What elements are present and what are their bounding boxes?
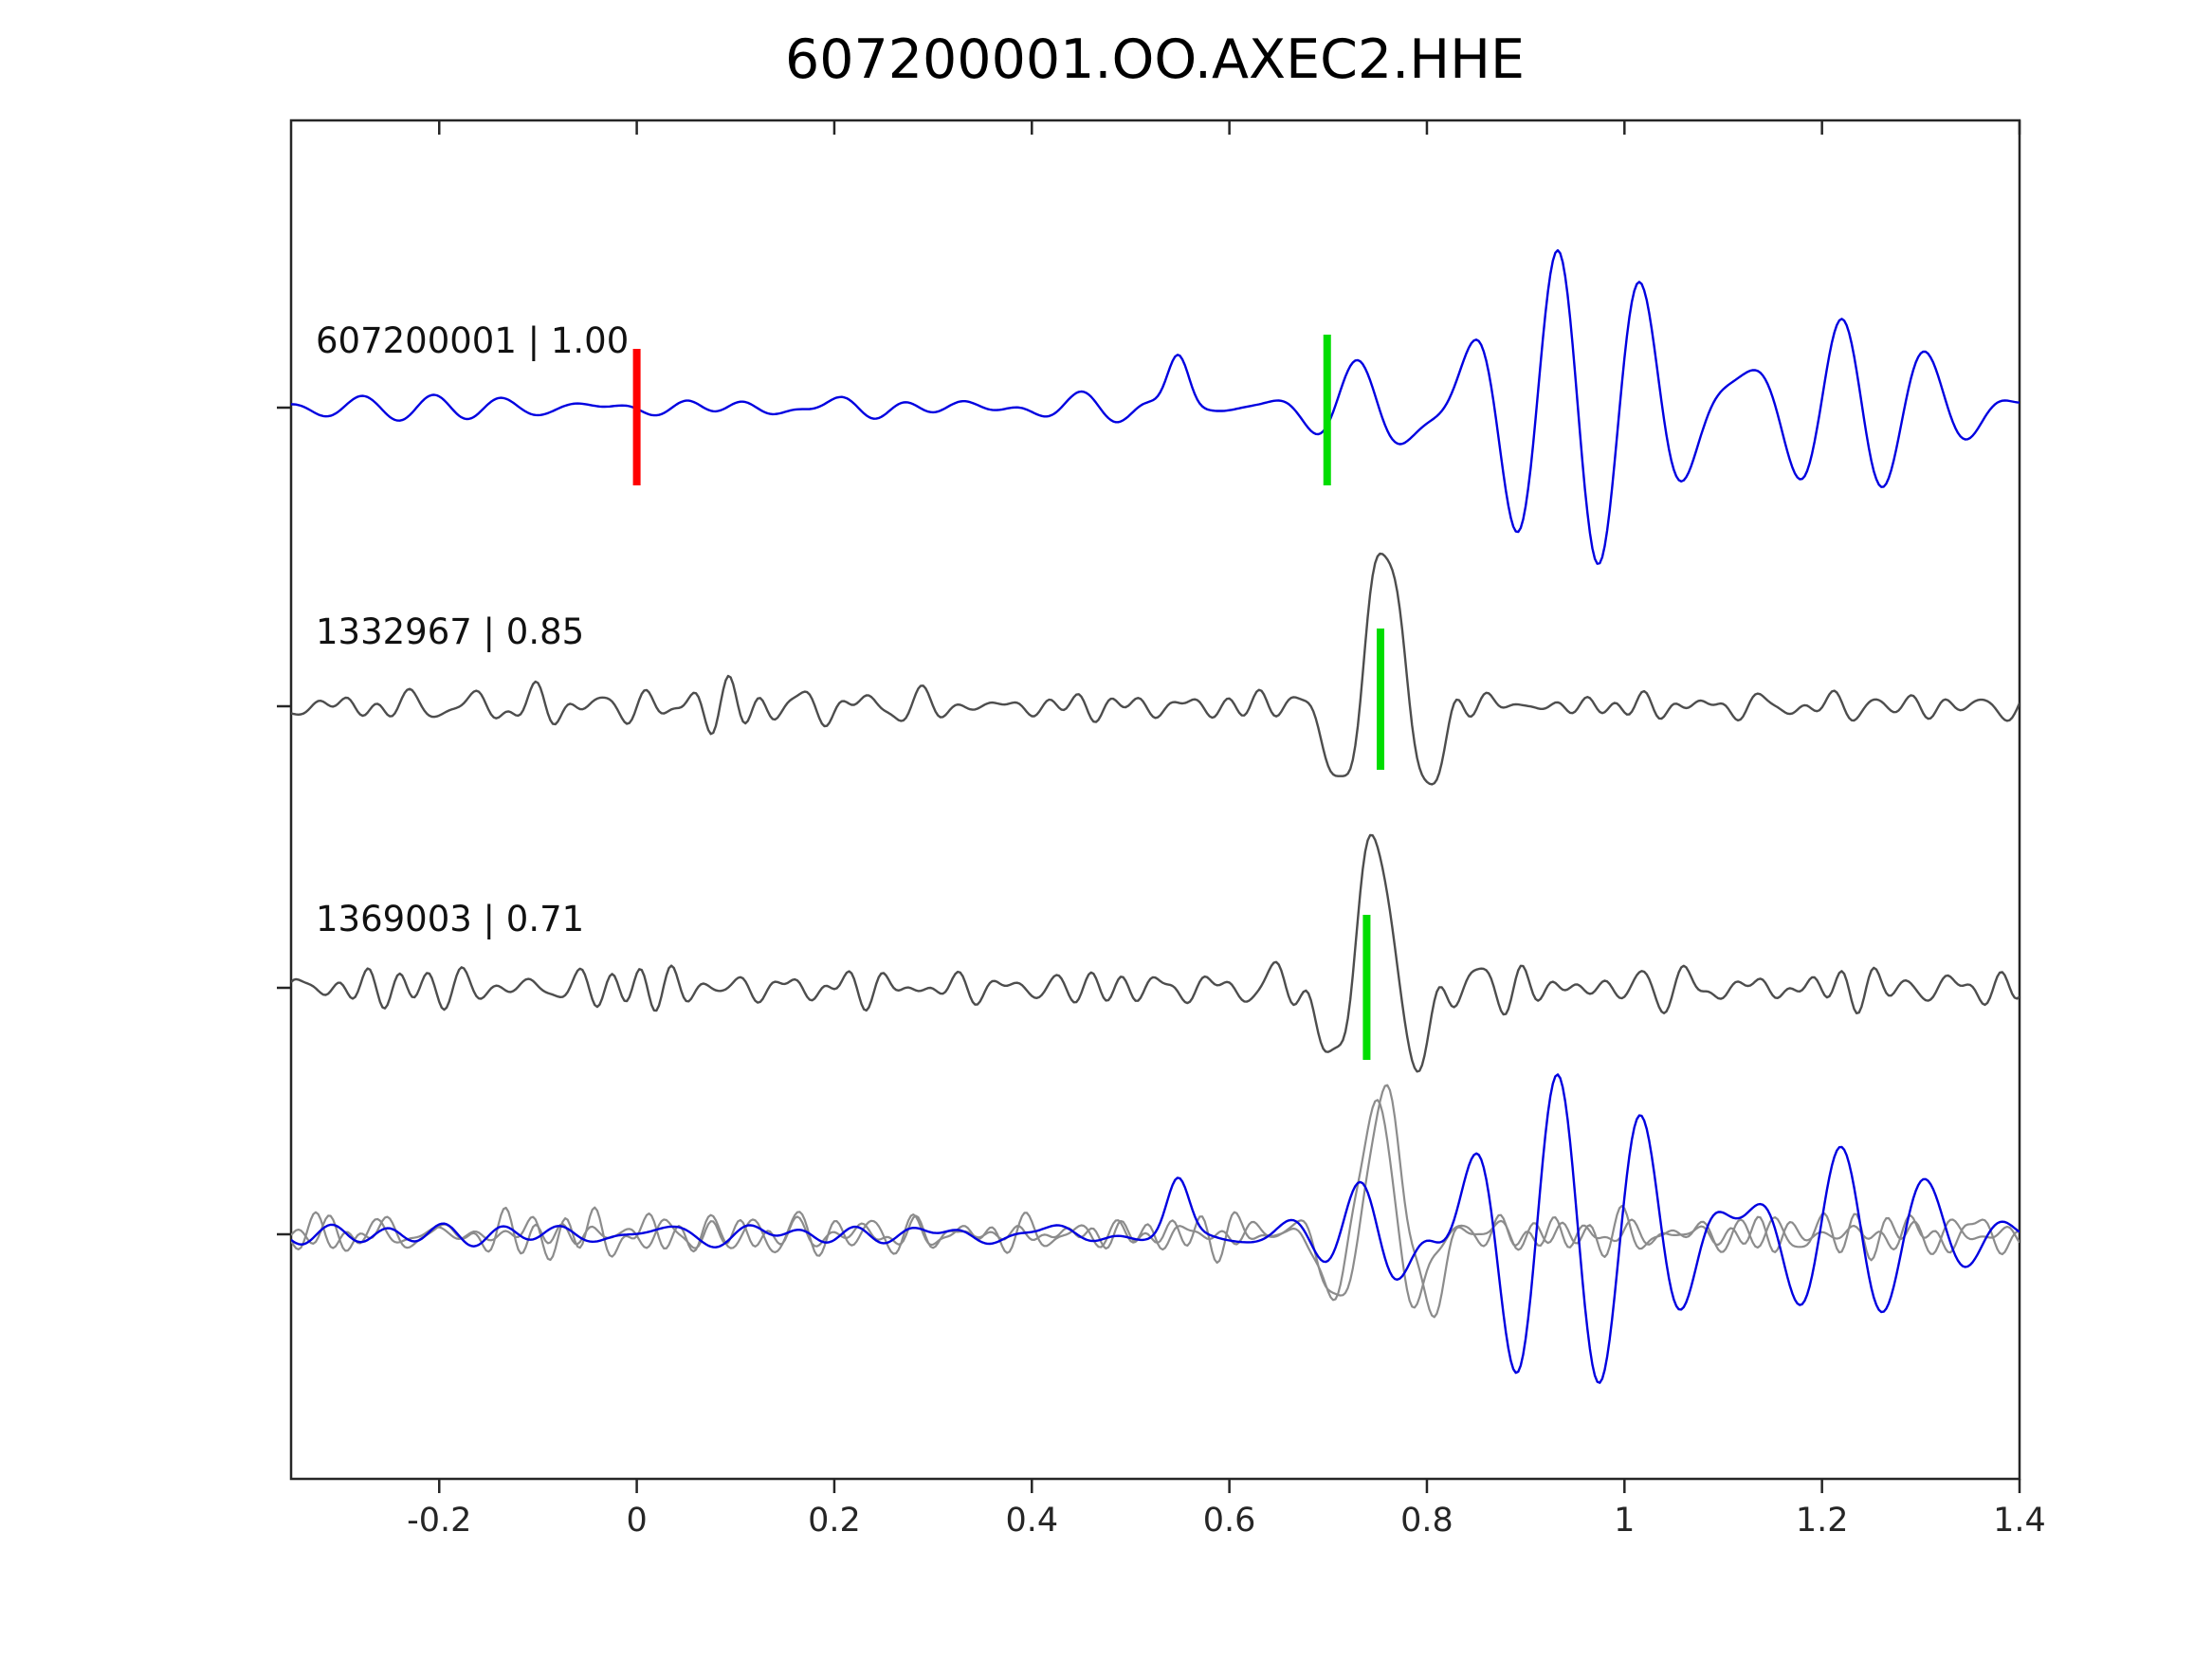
x-tick-label: 0.4 xyxy=(1005,1502,1058,1540)
plot-border xyxy=(289,118,2021,1481)
trace-label-target: 607200001 | 1.00 xyxy=(316,320,630,361)
x-tick-label: 1.4 xyxy=(1993,1502,2046,1540)
traces-group xyxy=(291,248,2020,1384)
waveform-trace-row3-0 xyxy=(291,1084,2020,1319)
waveform-trace-row2-0 xyxy=(291,833,2020,1073)
chart-title: 607200001.OO.AXEC2.HHE xyxy=(784,28,1526,91)
x-tick-label: 0.8 xyxy=(1400,1502,1453,1540)
trace-label-template-1: 1332967 | 0.85 xyxy=(316,611,585,652)
x-tick-label: 0.6 xyxy=(1203,1502,1256,1540)
x-tick-label: 1 xyxy=(1614,1502,1635,1540)
waveform-trace-row3-1 xyxy=(291,1099,2020,1309)
x-tick-label: -0.2 xyxy=(407,1502,471,1540)
trace-label-template-2: 1369003 | 0.71 xyxy=(316,899,585,939)
x-tick-label: 1.2 xyxy=(1796,1502,1849,1540)
x-tick-label: 0 xyxy=(626,1502,647,1540)
waveform-trace-row3-2 xyxy=(291,1073,2020,1384)
waveform-trace-row0-0 xyxy=(291,248,2020,565)
x-tick-label: 0.2 xyxy=(808,1502,861,1540)
waveform-trace-row1-0 xyxy=(291,552,2020,786)
